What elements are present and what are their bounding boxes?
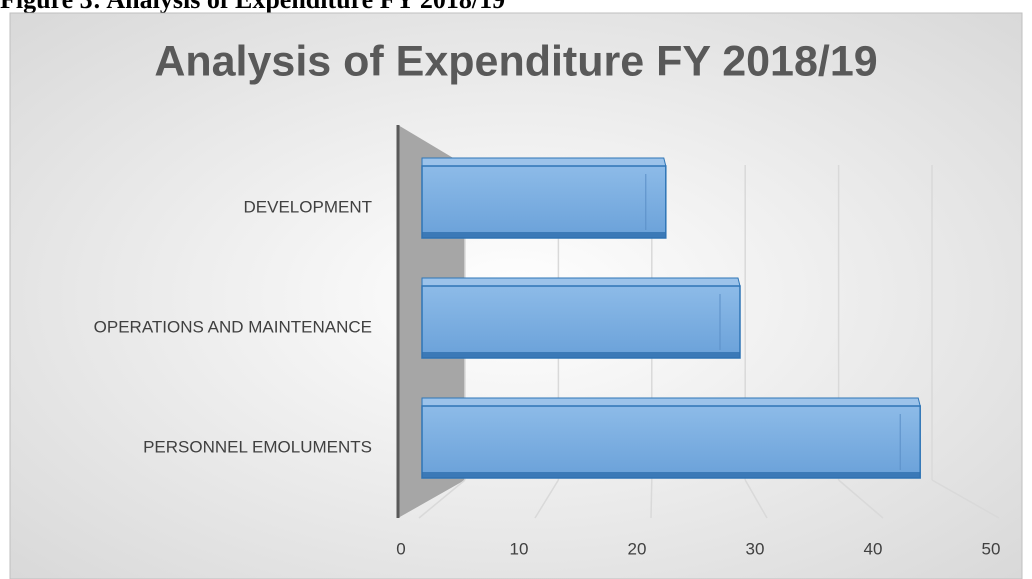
bar-face [421, 405, 921, 479]
floor-line [418, 479, 466, 519]
floor-line [534, 479, 560, 519]
bar-face [421, 397, 921, 407]
y-tick-label: OPERATIONS AND MAINTENANCE [94, 317, 372, 336]
x-tick-label: 40 [864, 539, 883, 558]
y-tick-label: PERSONNEL EMOLUMENTS [143, 437, 372, 456]
bar [421, 397, 921, 479]
bar [421, 157, 667, 239]
floor-line [931, 479, 1000, 519]
floor-line [744, 479, 768, 519]
x-tick-label: 30 [746, 539, 765, 558]
x-tick-label: 50 [982, 539, 1001, 558]
bar-face [421, 285, 741, 359]
floor-line [838, 479, 884, 519]
x-tick-label: 10 [510, 539, 529, 558]
bar [421, 277, 741, 359]
bar-face [421, 277, 741, 287]
bar-face [422, 352, 740, 358]
floor-line [650, 479, 653, 519]
x-tick-label: 0 [396, 539, 405, 558]
bar-face [421, 157, 667, 167]
bar-face [422, 472, 921, 478]
plot: 0 10 20 30 40 50 PERSONNEL EMOLUMENTS OPERATION… [94, 157, 1001, 558]
y-tick-label: DEVELOPMENT [244, 197, 372, 216]
chart-title: Analysis of Expenditure FY 2018/19 [154, 37, 877, 85]
figure-caption: Figure 3: Analysis of Expenditure FY 201… [0, 0, 505, 14]
x-tick-label: 20 [628, 539, 647, 558]
bar-face [421, 165, 667, 239]
bar-face [422, 232, 666, 238]
